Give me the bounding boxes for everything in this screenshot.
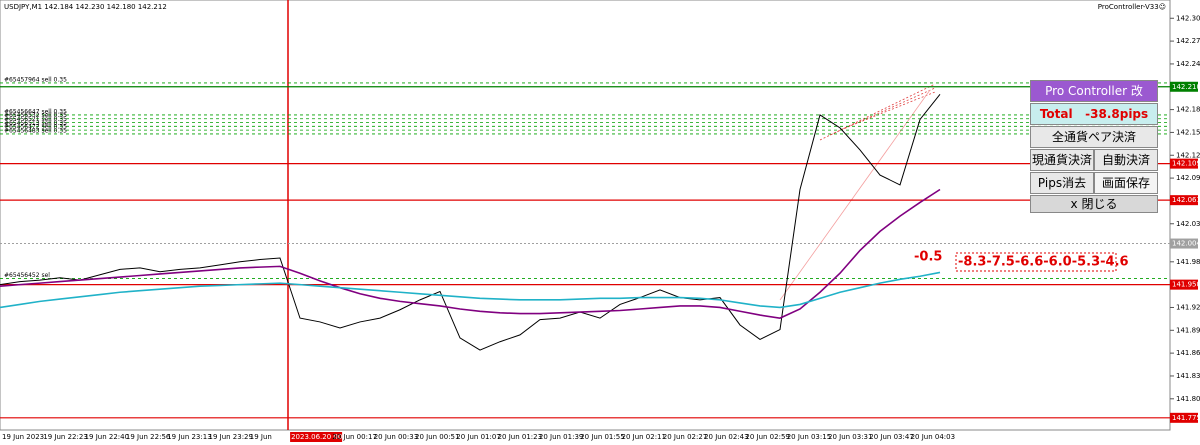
order-label: #65456521 sell 0.35 xyxy=(4,116,67,123)
y-tick-label: 141.800 xyxy=(1176,395,1200,403)
screenshot-button[interactable]: 画面保存 xyxy=(1094,172,1158,194)
y-tick-label: 142.03 xyxy=(1176,220,1200,228)
level-label: 142.004 xyxy=(1172,240,1200,248)
level-box xyxy=(1170,279,1198,290)
panel-total: Total -38.8pips xyxy=(1030,103,1158,125)
button-row: 現通貨決済 自動決済 xyxy=(1030,149,1158,171)
x-tick-label: 20 Jun 03:31 xyxy=(828,433,872,441)
x-tick-label: 20 Jun 01:07 xyxy=(456,433,500,441)
x-tick-label: 19 Jun 22:56 xyxy=(126,433,171,441)
x-tick-label: 2023.06.20 00:00 xyxy=(291,433,353,441)
y-tick-label: 141.89 xyxy=(1176,326,1200,334)
current-close-button[interactable]: 現通貨決済 xyxy=(1030,149,1094,171)
all-close-button[interactable]: 全通貨ペア決済 xyxy=(1030,126,1158,148)
y-tick-label: 141.92 xyxy=(1176,303,1200,311)
x-tick-label: 20 Jun 02:59 xyxy=(745,433,789,441)
level-label: 141.775 xyxy=(1172,414,1200,422)
x-tick-label: 20 Jun 02:27 xyxy=(663,433,707,441)
y-tick-label: 142.24 xyxy=(1176,60,1200,68)
x-tick-label: 20 Jun 02:11 xyxy=(622,433,666,441)
x-tick-label: 20 Jun 00:17 xyxy=(332,433,376,441)
y-tick-label: 142.09 xyxy=(1176,174,1200,182)
moving-average xyxy=(0,188,941,319)
x-tick-label: 19 Jun 23:13 xyxy=(167,433,211,441)
y-tick-label: 141.86 xyxy=(1176,349,1200,357)
x-tick-label: 20 Jun 01:55 xyxy=(580,433,624,441)
pips-history: -8.3-7.5-6.6-6.0-5.3-4.6 xyxy=(958,255,1129,270)
button-row: Pips消去 画面保存 xyxy=(1030,172,1158,194)
level-box xyxy=(1170,158,1198,169)
level-box xyxy=(1170,238,1198,249)
level-box xyxy=(1170,412,1198,423)
pips-current: -0.5 xyxy=(914,250,942,265)
y-tick-label: 142.27 xyxy=(1176,37,1200,45)
level-label: 142.210 xyxy=(1172,83,1200,91)
y-tick-label: 142.18 xyxy=(1176,106,1200,114)
level-box xyxy=(1170,195,1198,206)
order-label: #65457964 sell 0.35 xyxy=(4,76,67,83)
x-tick-label: 19 Jun 23:29 xyxy=(209,433,253,441)
y-tick-label: 142.300 xyxy=(1176,14,1200,22)
order-label: #65456472 sell 0.35 xyxy=(4,124,67,131)
x-tick-label: 19 Jun 22:23 xyxy=(43,433,87,441)
plot-frame xyxy=(0,0,1171,431)
x-tick-label: 20 Jun 03:15 xyxy=(787,433,831,441)
x-tick-label: 19 Jun 2023 xyxy=(2,433,44,441)
level-label: 142.061 xyxy=(1172,196,1200,204)
x-tick-label: 20 Jun 00:33 xyxy=(374,433,418,441)
pips-box xyxy=(955,252,1117,272)
x-tick-label: 20 Jun 01:23 xyxy=(498,433,542,441)
auto-close-button[interactable]: 自動決済 xyxy=(1094,149,1158,171)
x-tick-label: 20 Jun 03:47 xyxy=(869,433,913,441)
x-tick-label: 19 Jun 22:40 xyxy=(85,433,129,441)
order-label: #65456647 sell 0.35 xyxy=(4,108,67,115)
x-tick-label: 20 Jun 02:43 xyxy=(704,433,748,441)
y-tick-label: 142.12 xyxy=(1176,151,1200,159)
x-tick-label: 20 Jun 00:51 xyxy=(415,433,459,441)
order-label: #65456483 sell 0.35 xyxy=(4,127,67,134)
trend-lines xyxy=(779,83,936,301)
x-tick-label: 19 Jun xyxy=(250,433,272,441)
x-tick-label: 20 Jun 01:39 xyxy=(539,433,583,441)
y-tick-label: 141.98 xyxy=(1176,258,1200,266)
level-label: 142.109 xyxy=(1172,160,1200,168)
symbol-info: USDJPY,M1 142.184 142.230 142.180 142.21… xyxy=(4,3,167,11)
order-label: #65456513 sell 0.35 xyxy=(4,120,67,127)
panel-title: Pro Controller 改 xyxy=(1030,80,1158,102)
order-label: #65456532 sell 0.35 xyxy=(4,112,67,119)
y-tick-label: 142.15 xyxy=(1176,128,1200,136)
order-label: #65456452 sel xyxy=(4,272,50,279)
control-panel: Pro Controller 改 Total -38.8pips 全通貨ペア決済… xyxy=(1030,80,1158,214)
pips-clear-button[interactable]: Pips消去 xyxy=(1030,172,1094,194)
x-tick-label: 20 Jun 04:03 xyxy=(911,433,955,441)
level-label: 141.950 xyxy=(1172,281,1200,289)
level-box xyxy=(1170,81,1198,92)
y-tick-label: 141.83 xyxy=(1176,372,1200,380)
time-highlight xyxy=(290,432,343,442)
close-button[interactable]: x 閉じる xyxy=(1030,195,1158,213)
moving-average xyxy=(0,271,941,309)
indicator-name: ProController-V33☺ xyxy=(1098,3,1166,11)
